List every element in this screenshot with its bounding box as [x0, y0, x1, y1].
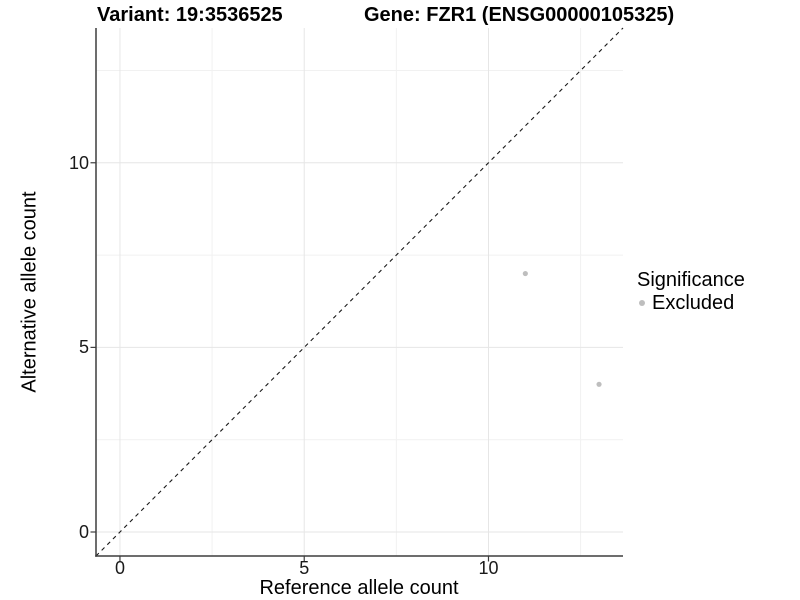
x-axis-title: Reference allele count: [259, 577, 459, 599]
x-tick-label: 0: [114, 558, 125, 578]
legend: Significance Excluded: [637, 269, 745, 314]
y-axis-title: Alternative allele count: [18, 191, 41, 393]
y-tick-label: 5: [78, 337, 89, 358]
legend-title: Significance: [637, 269, 745, 291]
identity-line: [95, 27, 624, 557]
data-point: [596, 381, 602, 387]
legend-item-excluded: Excluded: [637, 292, 745, 314]
data-point: [522, 270, 528, 277]
plot-title-gene: Gene: FZR1 (ENSG00000105325): [364, 4, 675, 26]
legend-point-icon: [639, 300, 645, 306]
plot-title-variant: Variant: 19:3536525: [97, 4, 283, 26]
y-tick-label: 10: [68, 152, 89, 173]
y-tick-label: 0: [78, 522, 89, 542]
x-tick-label: 10: [478, 558, 499, 578]
x-tick-label: 5: [299, 558, 310, 578]
legend-item-label: Excluded: [652, 292, 735, 314]
